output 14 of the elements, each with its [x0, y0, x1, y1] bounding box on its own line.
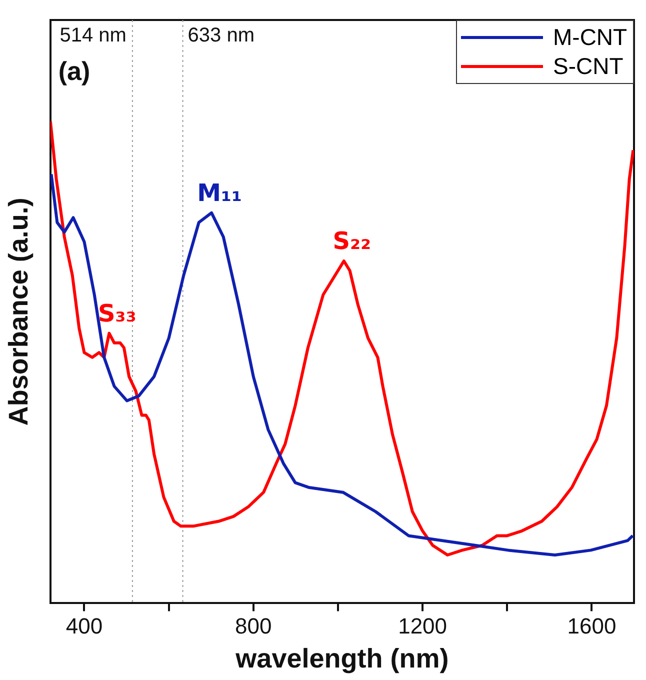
ref-line-label: 633 nm [188, 24, 254, 47]
x-tick-label: 800 [235, 613, 272, 638]
x-tick-label: 400 [66, 613, 103, 638]
legend-label: S-CNT [553, 52, 624, 81]
annotation: S₃₃ [98, 300, 136, 328]
text: (a) [58, 56, 90, 86]
annotation: M₁₁ [197, 179, 242, 208]
ref-line-label: 514 nm [60, 24, 126, 47]
y-axis-title: Absorbance (a.u.) [4, 198, 34, 426]
legend-label: M-CNT [553, 23, 628, 52]
x-tick-label: 1200 [398, 613, 448, 638]
x-axis-title: wavelength (nm) [234, 643, 449, 674]
x-tick-label: 1600 [567, 613, 616, 638]
annotation: S₂₂ [332, 227, 372, 256]
